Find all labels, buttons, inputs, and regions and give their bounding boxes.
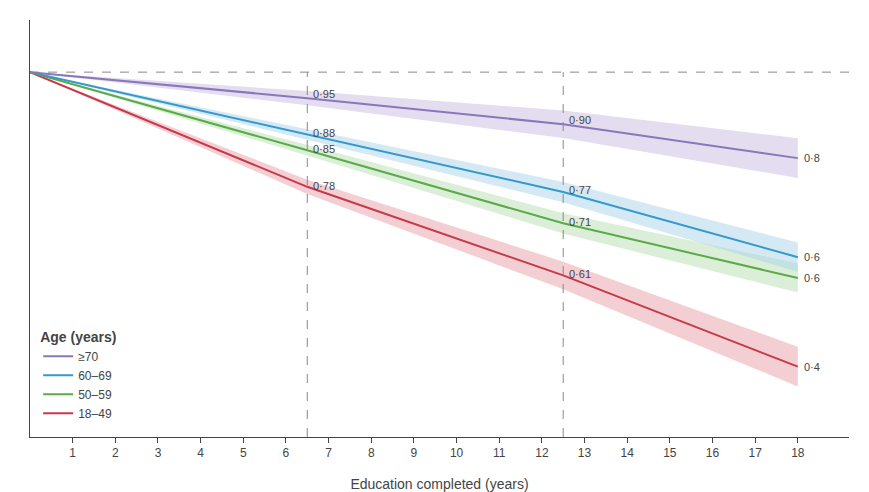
svg-text:2: 2 — [112, 446, 119, 460]
svg-text:17: 17 — [748, 446, 762, 460]
svg-text:9: 9 — [411, 446, 418, 460]
svg-text:8: 8 — [368, 446, 375, 460]
svg-text:0·6: 0·6 — [804, 251, 820, 263]
svg-text:12: 12 — [535, 446, 549, 460]
svg-text:1: 1 — [69, 446, 76, 460]
svg-text:0·61: 0·61 — [569, 268, 591, 280]
svg-text:13: 13 — [578, 446, 592, 460]
svg-text:Education completed (years): Education completed (years) — [350, 476, 528, 492]
svg-text:≥70: ≥70 — [78, 350, 98, 364]
svg-text:5: 5 — [240, 446, 247, 460]
svg-text:4: 4 — [197, 446, 204, 460]
svg-text:18–49: 18–49 — [78, 407, 112, 421]
svg-text:0·88: 0·88 — [313, 127, 335, 139]
svg-text:18: 18 — [791, 446, 805, 460]
svg-text:0·95: 0·95 — [313, 88, 335, 100]
svg-text:0·85: 0·85 — [313, 143, 335, 155]
svg-text:15: 15 — [663, 446, 677, 460]
svg-text:Age (years): Age (years) — [40, 329, 116, 345]
svg-text:7: 7 — [325, 446, 332, 460]
svg-text:0·90: 0·90 — [569, 114, 591, 126]
svg-text:50–59: 50–59 — [78, 388, 112, 402]
svg-text:14: 14 — [621, 446, 635, 460]
svg-text:60–69: 60–69 — [78, 369, 112, 383]
svg-text:3: 3 — [155, 446, 162, 460]
svg-text:11: 11 — [493, 446, 506, 460]
svg-text:0·8: 0·8 — [804, 152, 820, 164]
svg-text:0·4: 0·4 — [804, 361, 820, 373]
svg-text:10: 10 — [450, 446, 464, 460]
svg-text:0·71: 0·71 — [569, 216, 591, 228]
svg-text:0·78: 0·78 — [313, 180, 335, 192]
svg-text:0·6: 0·6 — [804, 272, 820, 284]
svg-text:0·77: 0·77 — [569, 184, 591, 196]
svg-text:6: 6 — [283, 446, 290, 460]
svg-text:16: 16 — [706, 446, 720, 460]
